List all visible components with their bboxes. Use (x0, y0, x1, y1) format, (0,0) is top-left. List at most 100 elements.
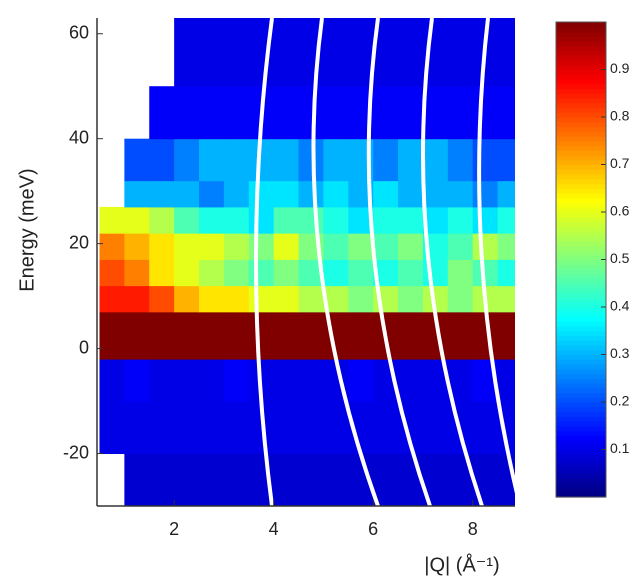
colorbar-swatch (556, 373, 606, 379)
x-tick-label: 4 (269, 519, 279, 539)
heat-cell (149, 311, 175, 360)
heat-cell (273, 233, 300, 260)
colorbar-swatch (556, 288, 606, 294)
heat-cell (199, 233, 225, 260)
x-tick-label: 6 (368, 519, 378, 539)
colorbar-swatch (556, 459, 606, 465)
heat-cell (174, 138, 200, 182)
x-tick-label: 8 (468, 519, 478, 539)
colorbar-swatch (556, 202, 606, 208)
heat-cell (373, 206, 399, 234)
heat-cell (348, 285, 374, 313)
heat-cell (174, 180, 200, 208)
heat-cell (323, 401, 349, 455)
colorbar-swatch (556, 216, 606, 223)
heat-cell (199, 401, 225, 455)
heat-cell (124, 285, 150, 313)
x-tick-label: 2 (169, 519, 179, 539)
heat-cell (348, 359, 374, 402)
heat-cell (124, 233, 150, 260)
heat-cell (323, 453, 349, 506)
colorbar-swatch (556, 402, 606, 408)
heat-cell (373, 453, 399, 506)
heatmap (99, 18, 515, 506)
colorbar-swatch (556, 88, 606, 94)
y-tick-label: 0 (79, 337, 89, 357)
colorbar-swatch (556, 102, 606, 109)
colorbar-swatch (556, 297, 606, 303)
colorbar-swatch (556, 178, 606, 185)
heat-cell (223, 206, 250, 234)
heat-cell (447, 259, 474, 287)
heat-cell (223, 359, 250, 402)
heat-cell (273, 453, 300, 506)
colorbar-swatch (556, 425, 606, 432)
heat-cell (248, 311, 275, 360)
heat-cell (472, 401, 499, 455)
heat-cell (248, 180, 275, 208)
colorbar-swatch (556, 235, 606, 242)
heat-cell (273, 285, 300, 313)
colorbar-swatch (556, 273, 606, 280)
colorbar-swatch (556, 22, 606, 28)
heat-cell (348, 233, 374, 260)
colorbar-swatch (556, 364, 606, 370)
heat-cell (223, 180, 250, 208)
heat-cell (248, 206, 275, 234)
heat-cell (124, 311, 150, 360)
heat-cell (447, 311, 474, 360)
heat-cell (99, 285, 125, 313)
colorbar-swatch (556, 121, 606, 128)
heat-cell (323, 259, 349, 287)
colorbar-swatch (556, 492, 606, 498)
colorbar-swatch (556, 435, 606, 441)
heat-cell (422, 86, 449, 140)
heat-cell (298, 311, 324, 360)
heat-cell (497, 259, 515, 287)
heat-cell (223, 259, 250, 287)
colorbar-swatch (556, 226, 606, 232)
heat-cell (223, 311, 250, 360)
heat-cell (447, 86, 474, 140)
colorbar-tick-label: 0.4 (610, 298, 630, 314)
heat-cell (174, 233, 200, 260)
colorbar-tick-label: 0.3 (610, 345, 630, 361)
colorbar-swatch (556, 259, 606, 265)
heat-cell (174, 206, 200, 234)
colorbar-swatch (556, 159, 606, 166)
colorbar-swatch (556, 440, 606, 446)
heat-cell (323, 206, 349, 234)
colorbar-swatch (556, 392, 606, 398)
heat-cell (174, 86, 200, 140)
heat-cell (199, 311, 225, 360)
colorbar-tick-label: 0.9 (610, 60, 630, 76)
colorbar-swatch (556, 335, 606, 341)
detector-gaps (254, 18, 515, 506)
colorbar-swatch (556, 31, 606, 37)
colorbar-swatch (556, 307, 606, 313)
heat-cell (199, 18, 225, 87)
colorbar-swatch (556, 136, 606, 142)
heat-cell (348, 311, 374, 360)
heat-cell (398, 233, 424, 260)
colorbar-swatch (556, 378, 606, 384)
heat-cell (323, 180, 349, 208)
gap-line (311, 18, 380, 506)
heat-cell (373, 86, 399, 140)
colorbar-swatch (556, 482, 606, 489)
colorbar-swatch (556, 240, 606, 246)
heat-cell (348, 259, 374, 287)
colorbar-swatch (556, 64, 606, 71)
heat-cell (223, 453, 250, 506)
colorbar-swatch (556, 321, 606, 327)
heat-cell (174, 18, 200, 87)
heat-cell (124, 138, 150, 182)
colorbar-swatch (556, 354, 606, 360)
heat-cell (199, 285, 225, 313)
heat-cell (248, 285, 275, 313)
heat-cell (472, 138, 499, 182)
heat-cell (398, 259, 424, 287)
colorbar-swatch (556, 416, 606, 422)
heat-cell (298, 206, 324, 234)
colorbar-swatch (556, 316, 606, 322)
